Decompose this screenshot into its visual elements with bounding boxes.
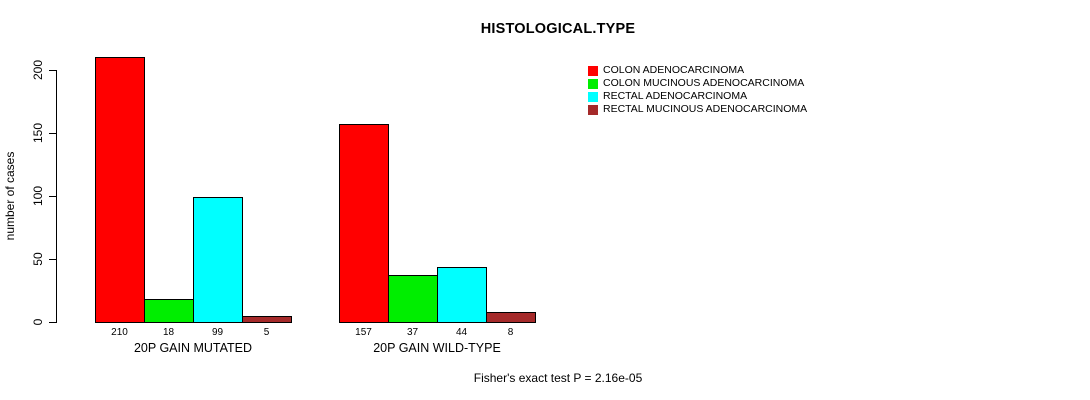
statistical-test-annotation: Fisher's exact test P = 2.16e-05 bbox=[473, 371, 643, 385]
bar-value-label: 37 bbox=[406, 327, 419, 338]
y-axis-tick-label: 50 bbox=[31, 252, 45, 266]
y-axis-tick bbox=[49, 70, 56, 71]
bar bbox=[339, 124, 389, 323]
y-axis-tick bbox=[49, 322, 56, 323]
legend-swatch-icon bbox=[588, 78, 598, 89]
legend: COLON ADENOCARCINOMA COLON MUCINOUS ADEN… bbox=[588, 64, 807, 116]
bar-value-label: 210 bbox=[111, 327, 128, 338]
bar bbox=[193, 197, 243, 323]
y-axis-tick-label: 150 bbox=[31, 122, 45, 144]
legend-label: RECTAL ADENOCARCINOMA bbox=[603, 90, 748, 102]
bar-value-label: 157 bbox=[355, 327, 372, 338]
plot-title: HISTOLOGICAL.TYPE bbox=[480, 21, 636, 37]
legend-swatch-icon bbox=[588, 104, 598, 115]
legend-item: RECTAL MUCINOUS ADENOCARCINOMA bbox=[588, 103, 807, 116]
bar bbox=[95, 57, 145, 323]
x-group-label: 20P GAIN MUTATED bbox=[133, 341, 253, 355]
bar-value-label: 44 bbox=[455, 327, 468, 338]
legend-item: COLON MUCINOUS ADENOCARCINOMA bbox=[588, 77, 807, 90]
x-group-label: 20P GAIN WILD-TYPE bbox=[373, 341, 501, 355]
bar-value-label: 18 bbox=[162, 327, 175, 338]
y-axis-tick-label: 0 bbox=[31, 318, 45, 326]
y-axis-tick-label: 100 bbox=[31, 185, 45, 207]
legend-item: RECTAL ADENOCARCINOMA bbox=[588, 90, 807, 103]
bar bbox=[144, 299, 194, 323]
bar bbox=[242, 316, 292, 323]
bar-value-label: 5 bbox=[263, 327, 270, 338]
legend-swatch-icon bbox=[588, 91, 598, 102]
legend-label: RECTAL MUCINOUS ADENOCARCINOMA bbox=[603, 103, 808, 115]
bar bbox=[388, 275, 438, 323]
y-axis-title: number of cases bbox=[3, 151, 17, 241]
y-axis-tick bbox=[49, 196, 56, 197]
legend-label: COLON MUCINOUS ADENOCARCINOMA bbox=[603, 77, 805, 89]
y-axis-tick-label: 200 bbox=[31, 59, 45, 81]
bar-value-label: 99 bbox=[211, 327, 224, 338]
y-axis-line bbox=[56, 70, 57, 323]
legend-item: COLON ADENOCARCINOMA bbox=[588, 64, 807, 77]
bar-value-label: 8 bbox=[507, 327, 514, 338]
bar bbox=[437, 267, 487, 323]
legend-label: COLON ADENOCARCINOMA bbox=[603, 64, 745, 76]
y-axis-tick bbox=[49, 259, 56, 260]
bar bbox=[486, 312, 536, 323]
y-axis-tick bbox=[49, 133, 56, 134]
legend-swatch-icon bbox=[588, 65, 598, 76]
